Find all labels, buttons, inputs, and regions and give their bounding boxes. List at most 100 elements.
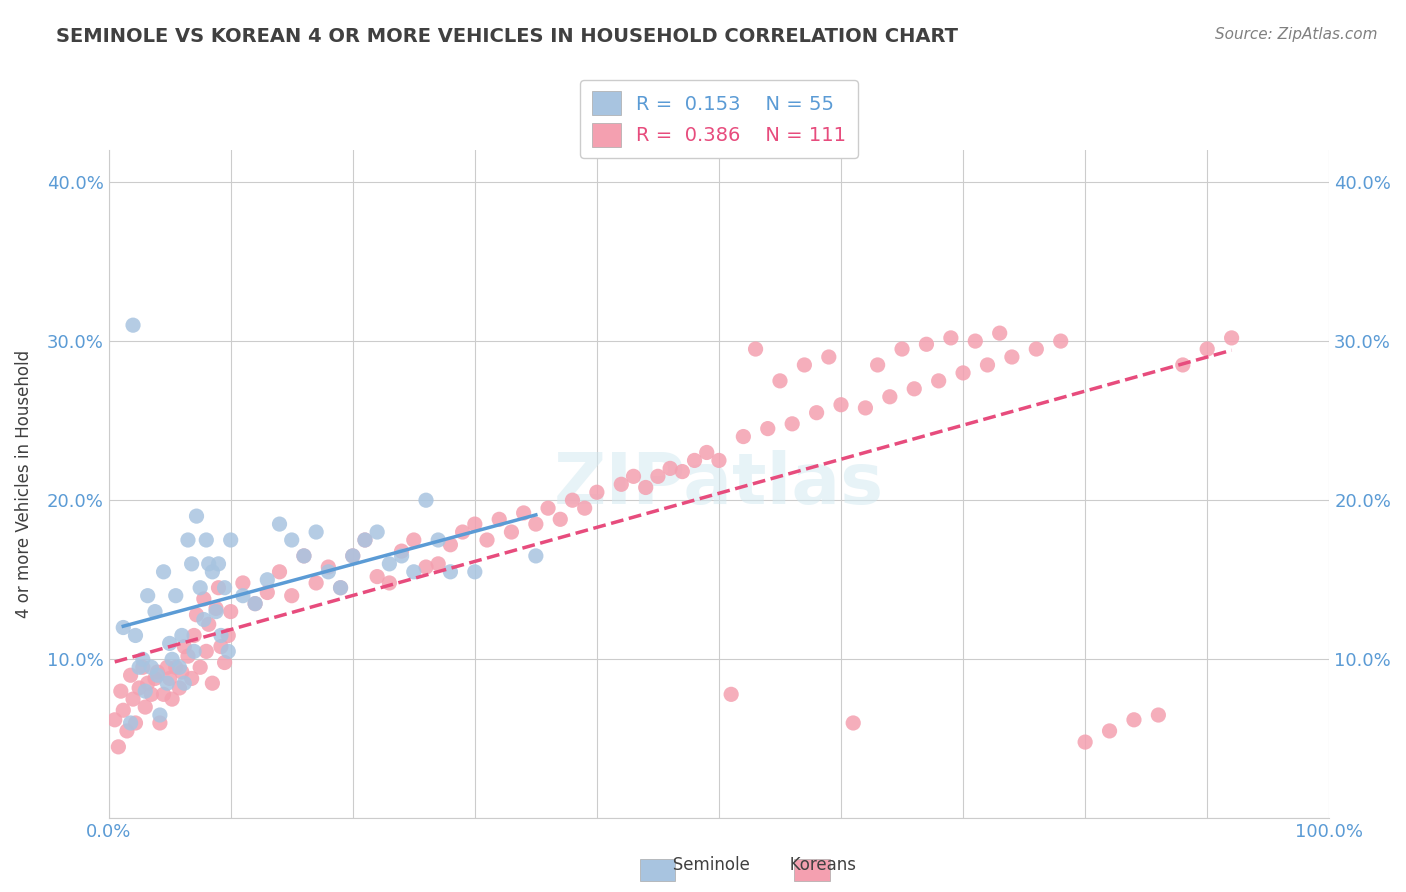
Koreans bbox=[574, 501, 596, 516]
Seminole bbox=[149, 708, 172, 723]
Koreans bbox=[475, 533, 498, 547]
Koreans bbox=[112, 703, 135, 717]
Seminole bbox=[524, 549, 547, 563]
Koreans bbox=[976, 358, 998, 372]
Text: Source: ZipAtlas.com: Source: ZipAtlas.com bbox=[1215, 27, 1378, 42]
Koreans bbox=[146, 665, 169, 679]
Koreans bbox=[464, 517, 486, 532]
Seminole bbox=[214, 581, 236, 595]
Seminole bbox=[169, 660, 191, 674]
Seminole bbox=[173, 676, 195, 690]
Koreans bbox=[269, 565, 291, 579]
Seminole bbox=[205, 605, 228, 619]
Koreans bbox=[354, 533, 377, 547]
Koreans bbox=[988, 326, 1011, 340]
Koreans bbox=[173, 640, 195, 654]
Seminole bbox=[193, 613, 215, 627]
Koreans bbox=[756, 421, 779, 435]
Koreans bbox=[159, 672, 181, 686]
Koreans bbox=[817, 350, 839, 364]
Seminole bbox=[305, 524, 328, 539]
Seminole bbox=[146, 668, 169, 682]
Koreans bbox=[512, 506, 534, 520]
Koreans bbox=[744, 342, 766, 356]
Koreans bbox=[1171, 358, 1194, 372]
Koreans bbox=[501, 524, 523, 539]
Koreans bbox=[329, 581, 352, 595]
Koreans bbox=[683, 453, 706, 467]
Koreans bbox=[201, 676, 224, 690]
Koreans bbox=[122, 692, 145, 706]
Seminole bbox=[188, 581, 211, 595]
Seminole bbox=[124, 628, 146, 642]
Koreans bbox=[128, 681, 150, 695]
Seminole bbox=[209, 628, 232, 642]
Koreans bbox=[402, 533, 425, 547]
Koreans bbox=[124, 716, 146, 731]
Seminole bbox=[292, 549, 315, 563]
Koreans bbox=[415, 560, 437, 574]
Seminole bbox=[439, 565, 461, 579]
Koreans bbox=[1220, 331, 1243, 345]
Seminole bbox=[165, 589, 187, 603]
Koreans bbox=[342, 549, 364, 563]
Koreans bbox=[110, 684, 132, 698]
Seminole bbox=[217, 644, 239, 658]
Koreans bbox=[903, 382, 925, 396]
Koreans bbox=[195, 644, 218, 658]
Koreans bbox=[193, 591, 215, 606]
Koreans bbox=[1049, 334, 1071, 348]
Koreans bbox=[879, 390, 901, 404]
Koreans bbox=[378, 576, 401, 591]
Seminole bbox=[329, 581, 352, 595]
Koreans bbox=[107, 739, 129, 754]
Koreans bbox=[866, 358, 889, 372]
Koreans bbox=[256, 585, 278, 599]
Seminole bbox=[156, 676, 179, 690]
Seminole bbox=[159, 636, 181, 650]
Koreans bbox=[169, 681, 191, 695]
Koreans bbox=[232, 576, 254, 591]
Koreans bbox=[855, 401, 877, 415]
Seminole bbox=[201, 565, 224, 579]
Koreans bbox=[537, 501, 560, 516]
Seminole bbox=[128, 660, 150, 674]
Koreans bbox=[156, 660, 179, 674]
Koreans bbox=[207, 581, 229, 595]
Seminole bbox=[186, 509, 208, 524]
Seminole bbox=[219, 533, 242, 547]
Koreans bbox=[769, 374, 792, 388]
Seminole bbox=[132, 652, 155, 666]
Seminole bbox=[427, 533, 450, 547]
Text: Seminole: Seminole bbox=[657, 856, 749, 874]
Koreans bbox=[806, 406, 828, 420]
Koreans bbox=[1001, 350, 1024, 364]
Koreans bbox=[209, 640, 232, 654]
Koreans bbox=[830, 398, 852, 412]
Seminole bbox=[256, 573, 278, 587]
Koreans bbox=[561, 493, 583, 508]
Koreans bbox=[915, 337, 938, 351]
Seminole bbox=[415, 493, 437, 508]
Legend: R =  0.153    N = 55, R =  0.386    N = 111: R = 0.153 N = 55, R = 0.386 N = 111 bbox=[579, 79, 858, 158]
Seminole bbox=[180, 557, 202, 571]
Koreans bbox=[183, 628, 205, 642]
Koreans bbox=[1123, 713, 1146, 727]
Seminole bbox=[134, 684, 156, 698]
Seminole bbox=[152, 565, 174, 579]
Seminole bbox=[112, 620, 135, 634]
Koreans bbox=[1098, 723, 1121, 738]
Koreans bbox=[780, 417, 803, 431]
Seminole bbox=[136, 589, 159, 603]
Koreans bbox=[842, 716, 865, 731]
Seminole bbox=[197, 557, 219, 571]
Koreans bbox=[965, 334, 987, 348]
Koreans bbox=[391, 544, 413, 558]
Koreans bbox=[548, 512, 571, 526]
Koreans bbox=[524, 517, 547, 532]
Seminole bbox=[318, 565, 340, 579]
Koreans bbox=[104, 713, 127, 727]
Seminole bbox=[141, 660, 163, 674]
Koreans bbox=[1197, 342, 1219, 356]
Koreans bbox=[647, 469, 669, 483]
